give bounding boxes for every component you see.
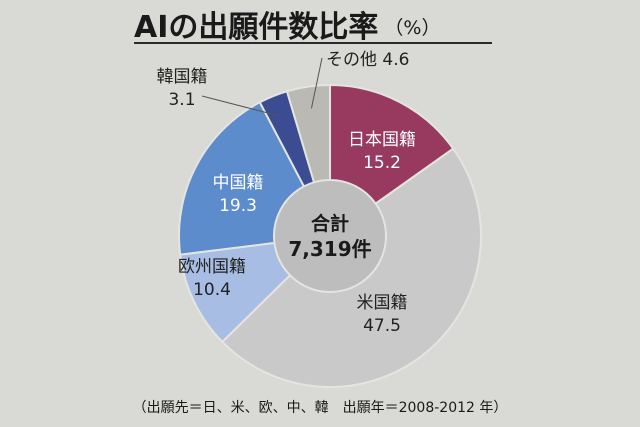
donut-slice-4 (178, 100, 306, 256)
slice-value-1: 15.2 (363, 153, 401, 173)
chart-footnote: （出願先＝日、米、欧、中、韓 出願年＝2008-2012 年） (132, 400, 508, 416)
slice-name-4: 中国籍 (213, 173, 264, 193)
leader-line-5 (201, 95, 282, 117)
slice-value-5: 3.1 (168, 90, 195, 110)
chart-title: AIの出願件数比率 （%） (134, 2, 440, 46)
slice-value-3: 10.4 (193, 280, 231, 300)
slice-value-2: 47.5 (363, 316, 401, 336)
donut-slice-2 (220, 147, 482, 388)
slice-value-4: 19.3 (219, 196, 257, 216)
center-label: 合計 (311, 212, 349, 235)
center-value: 7,319件 (288, 237, 371, 261)
donut-center-hole (275, 181, 385, 291)
chart-title-unit: （%） (384, 17, 441, 39)
slice-name-3: 欧州国籍 (178, 257, 246, 277)
title-underline (134, 42, 492, 44)
donut-slice-1 (329, 83, 455, 206)
leader-line-6 (310, 57, 323, 109)
chart-title-text: AIの出願件数比率 (134, 10, 379, 45)
slice-name-5: 韓国籍 (157, 67, 208, 87)
slice-label-6: その他 4.6 (326, 50, 409, 70)
slice-name-1: 日本国籍 (348, 130, 416, 150)
slice-name-2: 米国籍 (357, 293, 408, 313)
donut-slice-6 (285, 83, 331, 184)
